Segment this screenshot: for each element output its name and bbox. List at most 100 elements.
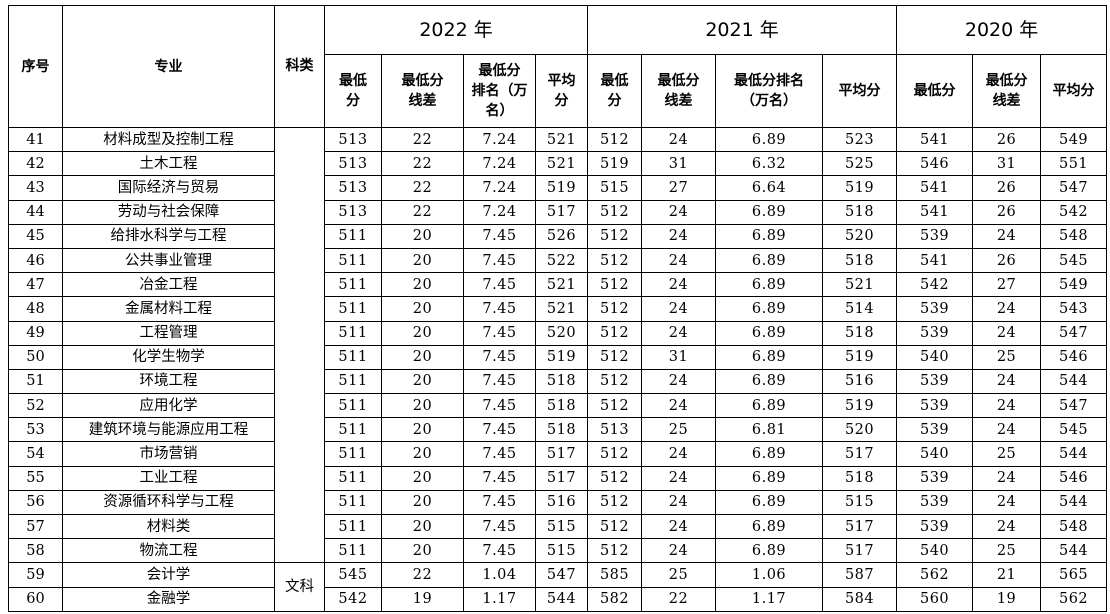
row-value: 518 [822,465,898,491]
row-value: 7.45 [463,465,536,491]
row-value: 562 [1040,586,1108,612]
row-index: 54 [8,441,63,467]
row-value: 542 [324,586,382,612]
row-value: 519 [534,344,589,370]
row-value: 20 [381,393,464,419]
row-value: 518 [822,247,898,274]
row-major: 物流工程 [62,538,275,564]
row-major: 土木工程 [62,151,275,177]
row-value: 25 [641,562,717,588]
row-value: 24 [641,320,717,346]
row-value: 22 [641,586,717,612]
row-major: 劳动与社会保障 [62,199,275,225]
row-value: 547 [534,562,589,588]
row-value: 547 [1040,393,1108,419]
row-value: 521 [534,296,589,322]
row-value: 25 [972,538,1042,564]
row-value: 511 [324,465,382,491]
row-value: 24 [641,393,717,419]
row-value: 511 [324,513,382,540]
row-value: 6.89 [715,272,824,298]
row-value: 539 [896,513,974,540]
row-value: 512 [587,296,643,322]
row-major: 应用化学 [62,393,275,419]
table-row: 52 应用化学 511 20 7.45 518 512 24 6.89 519 539 24 547 [8,393,1108,419]
row-value: 512 [587,126,643,153]
row-value: 24 [641,223,717,249]
header-year-2020: 2020 年 [896,5,1108,55]
row-value: 20 [381,344,464,370]
table-row: 57 材料类 511 20 7.45 515 512 24 6.89 517 539 24 548 [8,513,1108,540]
header-subcol: 最低分 [896,54,974,128]
row-value: 562 [896,562,974,588]
table-body: 41 材料成型及控制工程 513 22 7.24 521 512 24 6.89 523 541 26… [8,126,1108,612]
row-value: 540 [896,441,974,467]
row-value: 523 [822,126,898,153]
row-value: 31 [641,344,717,370]
row-value: 521 [534,126,589,153]
row-value: 25 [972,344,1042,370]
row-value: 6.89 [715,465,824,491]
row-value: 517 [534,465,589,491]
row-value: 545 [1040,417,1108,443]
row-value: 24 [641,126,717,153]
row-value: 6.89 [715,368,824,395]
table-row: 50 化学生物学 511 20 7.45 519 512 31 6.89 519 540 25 546 [8,344,1108,370]
row-value: 544 [1040,538,1108,564]
row-index: 48 [8,296,63,322]
row-value: 20 [381,417,464,443]
row-value: 522 [534,247,589,274]
row-value: 6.32 [715,151,824,177]
row-value: 515 [822,489,898,516]
row-value: 512 [587,199,643,225]
row-value: 1.06 [715,562,824,588]
table-row: 48 金属材料工程 511 20 7.45 521 512 24 6.89 514 539 24 543 [8,296,1108,322]
table-row: 54 市场营销 511 20 7.45 517 512 24 6.89 517 540 25 544 [8,441,1108,467]
row-index: 56 [8,489,63,516]
row-value: 24 [641,272,717,298]
row-value: 1.04 [463,562,536,588]
row-value: 6.89 [715,247,824,274]
row-value: 512 [587,320,643,346]
row-value: 22 [381,151,464,177]
row-value: 25 [972,441,1042,467]
row-major: 国际经济与贸易 [62,175,275,201]
row-value: 6.89 [715,296,824,322]
row-value: 584 [822,586,898,612]
row-value: 517 [822,441,898,467]
row-value: 517 [534,199,589,225]
row-value: 512 [587,223,643,249]
row-index: 49 [8,320,63,346]
row-value: 24 [641,489,717,516]
row-value: 24 [972,513,1042,540]
row-value: 539 [896,223,974,249]
row-value: 24 [641,247,717,274]
row-value: 565 [1040,562,1108,588]
row-value: 20 [381,247,464,274]
header-category: 科类 [274,5,325,128]
row-value: 519 [822,393,898,419]
row-value: 7.45 [463,538,536,564]
row-value: 7.45 [463,344,536,370]
row-value: 513 [324,126,382,153]
row-value: 548 [1040,223,1108,249]
row-value: 26 [972,126,1042,153]
row-value: 6.89 [715,223,824,249]
row-value: 539 [896,296,974,322]
row-value: 7.24 [463,126,536,153]
row-value: 541 [896,247,974,274]
row-value: 20 [381,272,464,298]
row-value: 549 [1040,126,1108,153]
row-value: 546 [1040,344,1108,370]
row-value: 20 [381,368,464,395]
row-value: 1.17 [463,586,536,612]
row-major: 资源循环科学与工程 [62,489,275,516]
row-value: 20 [381,441,464,467]
row-value: 515 [534,538,589,564]
row-major: 给排水科学与工程 [62,223,275,249]
row-value: 520 [822,223,898,249]
row-value: 544 [1040,368,1108,395]
row-value: 1.17 [715,586,824,612]
row-value: 585 [587,562,643,588]
row-index: 43 [8,175,63,201]
